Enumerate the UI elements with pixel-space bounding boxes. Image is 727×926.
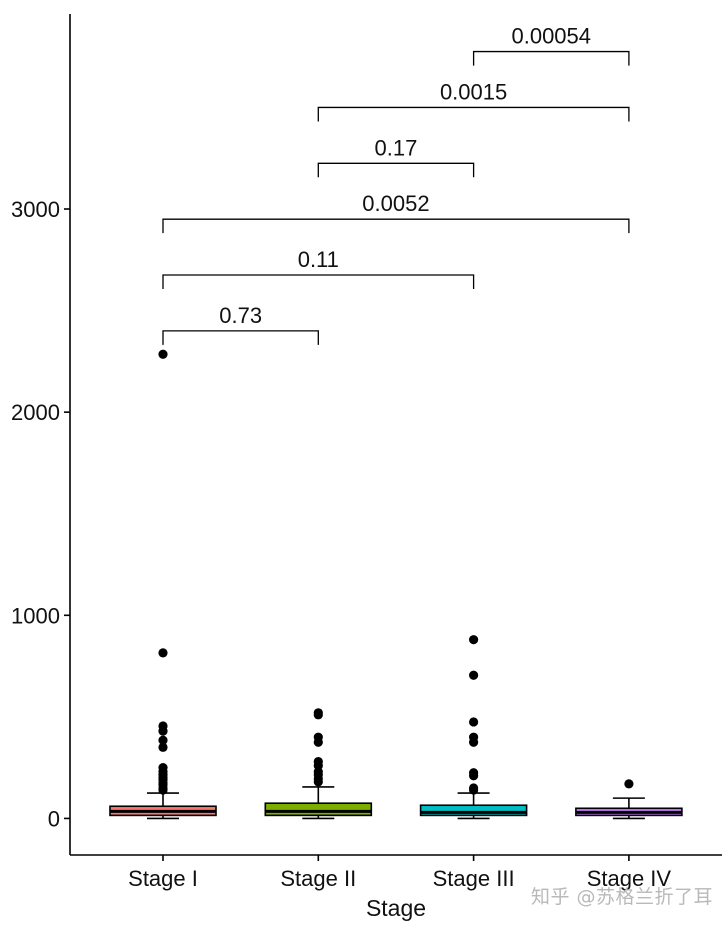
plot-area: 0 1000 2000 3000 Stage I Stage II Stage III Sta… [11, 14, 722, 891]
comparison-bracket [162, 274, 475, 290]
p-value-label: 0.73 [219, 303, 262, 328]
p-value-label: 0.00054 [511, 24, 591, 49]
outlier-point [469, 717, 479, 727]
outlier-point [469, 635, 479, 645]
y-tick-label: 3000 [11, 197, 60, 222]
outlier-point [158, 726, 168, 736]
x-axis-title: Stage [366, 895, 426, 921]
comparison-bracket [472, 50, 630, 66]
comparison-bracket [317, 106, 630, 122]
x-tick-label: Stage III [433, 866, 515, 891]
x-tick-label: Stage I [128, 866, 198, 891]
outlier-point [158, 349, 168, 359]
outlier-point [469, 670, 479, 680]
comparison-bracket [162, 330, 319, 345]
y-tick-label: 2000 [11, 400, 60, 425]
outlier-point [624, 779, 634, 789]
box-body [264, 802, 373, 817]
outlier-point [313, 777, 323, 787]
outlier-point [313, 737, 323, 747]
outlier-point [313, 710, 323, 720]
watermark-text: 知乎 @苏格兰折了耳 [530, 886, 713, 908]
x-tick-label: Stage IV [587, 866, 672, 891]
y-tick-label: 0 [48, 806, 60, 831]
p-value-label: 0.17 [375, 135, 418, 160]
comparison-bracket [162, 218, 630, 234]
outlier-point [469, 737, 479, 747]
y-tick-label: 1000 [11, 603, 60, 628]
p-value-label: 0.11 [298, 247, 339, 272]
p-value-label: 0.0052 [362, 191, 429, 216]
outlier-point [158, 648, 168, 658]
outlier-point [469, 771, 479, 781]
p-value-label: 0.0015 [440, 79, 507, 104]
box-body [419, 804, 528, 817]
outlier-point [158, 735, 168, 745]
outlier-point [158, 785, 168, 795]
outlier-point [158, 742, 168, 752]
x-tick-label: Stage II [280, 866, 356, 891]
outlier-point [469, 785, 479, 795]
comparison-bracket [317, 162, 475, 178]
